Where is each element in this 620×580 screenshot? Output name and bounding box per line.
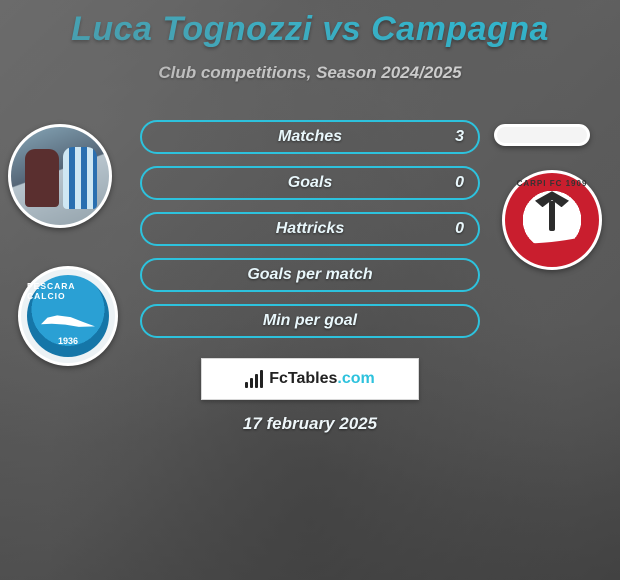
stat-label: Goals per match: [247, 266, 372, 284]
comparison-date: 17 february 2025: [0, 414, 620, 434]
brand-suffix: .com: [337, 370, 374, 387]
stat-right-value: 0: [455, 214, 464, 244]
stat-label: Min per goal: [263, 312, 357, 330]
player-left-photo: [8, 124, 112, 228]
stat-row-matches: Matches 3: [140, 120, 480, 154]
player-right-club-badge: CARPI FC 1909: [502, 170, 602, 270]
bar-chart-icon: [245, 370, 263, 388]
player-left-club-year: 1936: [58, 336, 78, 346]
stat-right-value: 0: [455, 168, 464, 198]
stat-row-min-per-goal: Min per goal: [140, 304, 480, 338]
brand-name: FcTables: [269, 370, 337, 387]
dolphin-icon: [41, 311, 95, 333]
swish-icon: [513, 224, 591, 260]
stat-label: Hattricks: [276, 220, 344, 238]
stat-right-value: 3: [455, 122, 464, 152]
brand-watermark: FcTables.com: [201, 358, 419, 400]
stat-label: Matches: [278, 128, 342, 146]
stat-label: Goals: [288, 174, 332, 192]
player-right-photo-placeholder: [494, 124, 590, 146]
stat-row-goals-per-match: Goals per match: [140, 258, 480, 292]
player-left-club-badge: PESCARA CALCIO 1936: [18, 266, 118, 366]
stat-row-goals: Goals 0: [140, 166, 480, 200]
player-left-club-text: PESCARA CALCIO: [27, 281, 109, 301]
page-title: Luca Tognozzi vs Campagna: [0, 0, 620, 49]
stats-area: Matches 3 Goals 0 Hattricks 0 Goals per …: [140, 120, 480, 350]
stat-row-hattricks: Hattricks 0: [140, 212, 480, 246]
brand-text: FcTables.com: [269, 370, 375, 388]
page-subtitle: Club competitions, Season 2024/2025: [0, 63, 620, 83]
